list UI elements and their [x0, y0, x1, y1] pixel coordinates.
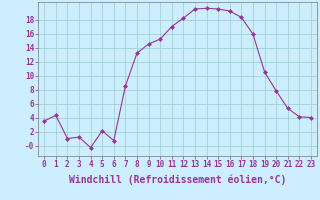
X-axis label: Windchill (Refroidissement éolien,°C): Windchill (Refroidissement éolien,°C): [69, 175, 286, 185]
